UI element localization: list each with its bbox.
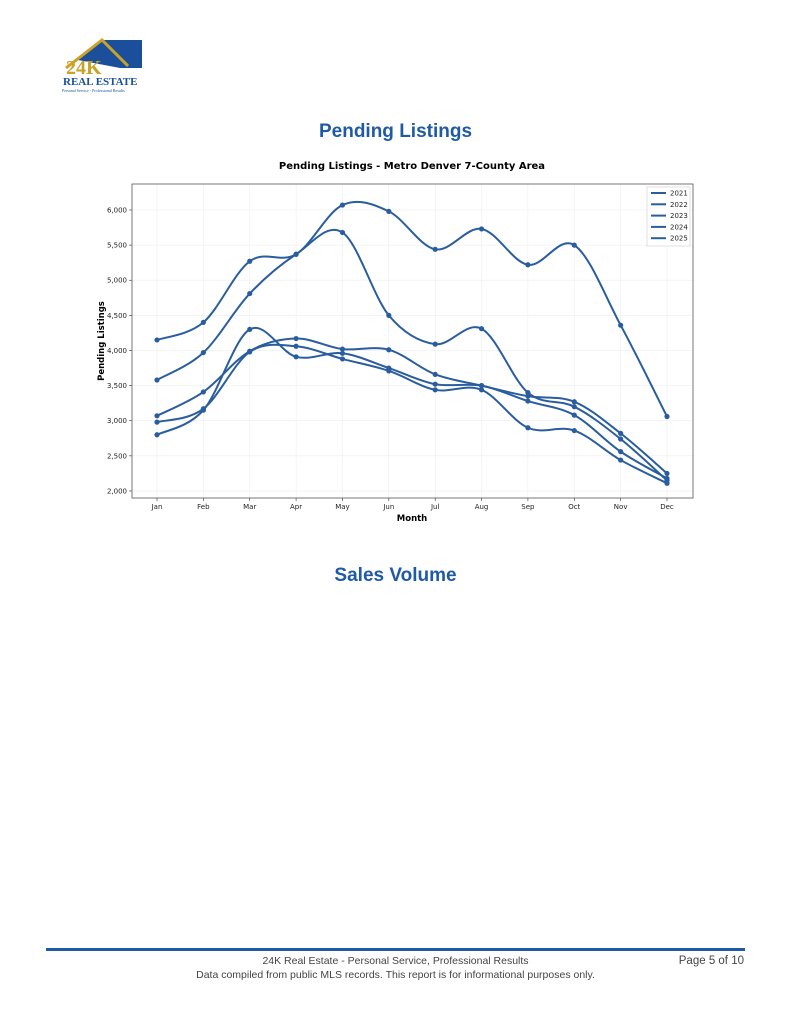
x-tick-label: Mar bbox=[243, 503, 256, 511]
data-point-2021 bbox=[618, 322, 624, 328]
data-point-2021 bbox=[432, 246, 438, 252]
footer-divider bbox=[46, 948, 745, 951]
data-point-2024 bbox=[664, 470, 670, 477]
y-tick-label: 4,500 bbox=[107, 312, 127, 320]
x-tick-label: Aug bbox=[475, 503, 489, 511]
data-point-2021 bbox=[386, 208, 392, 214]
data-point-2025 bbox=[618, 457, 624, 463]
footer-line2: Data compiled from public MLS records. T… bbox=[196, 969, 595, 981]
legend-label-2025: 2025 bbox=[670, 235, 688, 243]
data-point-2023 bbox=[293, 354, 299, 360]
x-tick-label: Nov bbox=[614, 503, 628, 511]
data-point-2025 bbox=[664, 480, 670, 486]
data-point-2024 bbox=[618, 430, 624, 436]
data-point-2023 bbox=[432, 381, 438, 387]
data-point-2023 bbox=[618, 449, 624, 455]
data-point-2024 bbox=[478, 383, 485, 389]
y-tick-label: 3,000 bbox=[107, 417, 127, 425]
x-tick-label: Jun bbox=[382, 503, 394, 511]
data-point-2024 bbox=[386, 347, 392, 353]
data-point-2022 bbox=[200, 349, 206, 356]
y-tick-label: 5,500 bbox=[107, 242, 127, 250]
y-tick-label: 2,500 bbox=[107, 452, 127, 460]
data-point-2024 bbox=[293, 335, 299, 342]
data-point-2022 bbox=[386, 312, 392, 318]
data-point-2021 bbox=[154, 337, 160, 343]
data-point-2025 bbox=[293, 343, 299, 349]
data-point-2025 bbox=[525, 425, 531, 431]
x-tick-label: Jul bbox=[430, 503, 440, 511]
data-point-2023 bbox=[154, 432, 160, 438]
data-point-2024 bbox=[339, 346, 346, 352]
x-tick-label: Dec bbox=[660, 503, 674, 511]
data-point-2022 bbox=[154, 377, 160, 383]
section-title-pending: Pending Listings bbox=[318, 121, 473, 142]
svg-text:Personal Service - Professiona: Personal Service - Professional Results bbox=[62, 88, 125, 93]
svg-text:24K: 24K bbox=[66, 57, 102, 79]
data-point-2024 bbox=[525, 393, 531, 399]
data-point-2022 bbox=[432, 341, 438, 347]
data-point-2022 bbox=[247, 290, 253, 297]
data-point-2021 bbox=[478, 226, 485, 232]
svg-text:REAL ESTATE: REAL ESTATE bbox=[63, 76, 137, 88]
data-point-2025 bbox=[247, 349, 253, 355]
x-tick-label: Sep bbox=[521, 503, 535, 511]
data-point-2023 bbox=[664, 475, 670, 481]
data-point-2024 bbox=[154, 413, 160, 419]
chart-title: Pending Listings - Metro Denver 7-County… bbox=[279, 161, 545, 172]
data-point-2022 bbox=[293, 251, 299, 257]
y-tick-label: 4,000 bbox=[107, 347, 127, 355]
section-title-sales: Sales Volume bbox=[334, 565, 457, 586]
data-point-2022 bbox=[571, 404, 577, 410]
y-axis-label: Pending Listings bbox=[97, 301, 107, 381]
data-point-2021 bbox=[200, 319, 206, 325]
page-number: Page 5 of 10 bbox=[678, 955, 744, 967]
data-point-2021 bbox=[664, 413, 670, 420]
x-tick-label: May bbox=[335, 503, 349, 511]
legend-label-2024: 2024 bbox=[670, 223, 688, 231]
y-tick-label: 3,500 bbox=[107, 382, 127, 390]
data-point-2024 bbox=[200, 389, 206, 395]
plot-frame bbox=[131, 183, 694, 499]
legend-label-2022: 2022 bbox=[670, 201, 688, 209]
x-tick-label: Jan bbox=[151, 503, 163, 511]
series-line-2025 bbox=[156, 343, 668, 485]
data-point-2025 bbox=[432, 387, 438, 393]
data-point-2023 bbox=[247, 326, 253, 333]
data-point-2025 bbox=[571, 427, 577, 434]
series-line-2024 bbox=[156, 337, 668, 475]
data-point-2024 bbox=[571, 399, 577, 405]
data-point-2025 bbox=[154, 419, 160, 425]
series-line-2021 bbox=[156, 200, 668, 417]
x-tick-label: Apr bbox=[290, 503, 302, 511]
series-line-2022 bbox=[156, 229, 668, 482]
y-tick-label: 5,000 bbox=[107, 277, 127, 285]
data-point-2022 bbox=[618, 436, 624, 442]
data-point-2025 bbox=[200, 406, 206, 412]
data-point-2023 bbox=[525, 398, 531, 404]
x-axis-label: Month bbox=[397, 514, 427, 524]
company-logo: 24K REAL ESTATE Personal Service - Profe… bbox=[62, 38, 142, 93]
data-point-2023 bbox=[339, 350, 346, 356]
data-point-2021 bbox=[339, 202, 346, 208]
x-tick-label: Oct bbox=[568, 503, 580, 511]
data-point-2025 bbox=[339, 356, 346, 362]
y-tick-label: 6,000 bbox=[107, 206, 127, 214]
data-point-2025 bbox=[478, 387, 485, 393]
data-point-2025 bbox=[386, 368, 392, 374]
data-point-2021 bbox=[525, 262, 531, 268]
data-point-2021 bbox=[571, 242, 577, 248]
data-point-2022 bbox=[339, 229, 346, 236]
y-tick-label: 2,000 bbox=[107, 487, 127, 495]
legend-label-2021: 2021 bbox=[670, 190, 688, 198]
data-point-2021 bbox=[247, 258, 253, 264]
data-point-2022 bbox=[478, 326, 485, 332]
data-point-2024 bbox=[432, 371, 438, 377]
footer-line1: 24K Real Estate - Personal Service, Prof… bbox=[262, 955, 529, 967]
legend-label-2023: 2023 bbox=[670, 212, 688, 220]
x-tick-label: Feb bbox=[197, 503, 210, 511]
data-point-2023 bbox=[571, 412, 577, 418]
